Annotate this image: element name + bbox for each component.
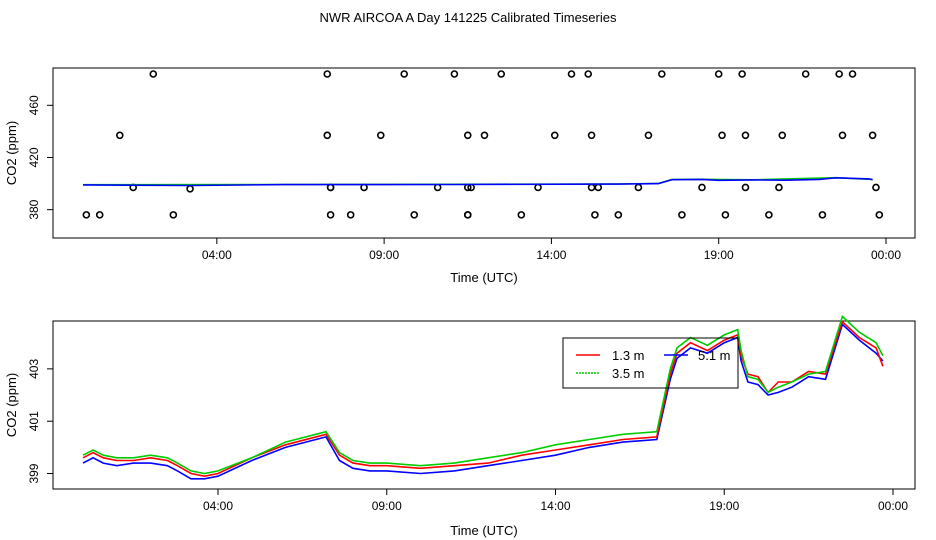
top-panel: 04:00 09:00 14:00 19:00 00:00 380 420 460 Time…	[4, 67, 916, 285]
legend-label-5-1m: 5.1 m	[698, 348, 731, 363]
top-x-tick-label: 00:00	[871, 248, 901, 262]
flag-point	[186, 184, 194, 193]
bottom-plot-frame	[52, 320, 916, 490]
flag-point	[848, 70, 857, 78]
flag-point	[778, 131, 787, 140]
bottom-series-lines	[82, 315, 884, 480]
top-series-line	[82, 176, 873, 187]
flag-point	[801, 70, 810, 78]
bottom-panel: 04:00 09:00 14:00 19:00 00:00 399 401 403 Time…	[4, 315, 916, 538]
flag-point	[835, 70, 843, 78]
bottom-x-axis-label: Time (UTC)	[450, 523, 517, 538]
flag-point	[584, 70, 593, 78]
flag-point	[534, 183, 542, 192]
flag-point	[550, 131, 559, 140]
flag-point	[497, 70, 506, 78]
flag-point	[698, 183, 706, 192]
flag-point	[868, 131, 877, 140]
bottom-x-tick-label: 00:00	[878, 499, 908, 513]
bottom-x-tick-label: 14:00	[540, 499, 570, 513]
flag-point	[591, 211, 599, 219]
bottom-x-tick-label: 19:00	[709, 499, 739, 513]
bottom-x-tick-label: 09:00	[372, 499, 402, 513]
flag-point	[433, 183, 442, 192]
bottom-y-axis-label: CO2 (ppm)	[4, 373, 19, 437]
flag-point	[376, 131, 385, 140]
flag-point	[741, 131, 750, 140]
flag-point	[323, 70, 332, 78]
flag-point	[818, 211, 827, 219]
flag-point	[738, 70, 746, 78]
bottom-y-tick-label: 401	[27, 411, 41, 431]
legend: 1.3 m 3.5 m 5.1 m	[562, 337, 739, 389]
top-series-lines	[82, 176, 873, 187]
flag-point	[323, 131, 332, 140]
top-y-tick-label: 460	[27, 95, 41, 115]
flag-point	[567, 70, 576, 78]
flag-point	[714, 70, 723, 78]
legend-box	[562, 337, 739, 389]
top-x-axis-label: Time (UTC)	[450, 270, 517, 285]
top-x-axis: 04:00 09:00 14:00 19:00 00:00	[202, 238, 901, 262]
flag-point	[741, 183, 750, 192]
flag-point	[634, 183, 643, 192]
flag-point	[360, 183, 368, 192]
flag-point	[594, 183, 603, 192]
bottom-y-tick-label: 399	[27, 463, 41, 483]
flag-point	[169, 211, 178, 219]
flag-point	[95, 211, 104, 219]
flag-point	[82, 211, 91, 219]
top-x-tick-label: 14:00	[536, 248, 566, 262]
flag-point	[116, 131, 124, 140]
flag-point	[875, 211, 884, 219]
top-y-axis-label: CO2 (ppm)	[4, 121, 19, 185]
series-line-3-5-m	[82, 315, 884, 475]
flag-point	[480, 131, 489, 140]
legend-label-1-3m: 1.3 m	[612, 348, 645, 363]
flag-point	[721, 211, 730, 219]
top-flag-points	[82, 70, 884, 219]
bottom-x-tick-label: 04:00	[203, 499, 233, 513]
flag-point	[775, 183, 783, 192]
flag-point	[400, 70, 409, 78]
top-x-tick-label: 19:00	[704, 248, 734, 262]
flag-point	[678, 211, 686, 219]
flag-point	[587, 131, 596, 140]
series-line-1-3-m	[82, 320, 884, 478]
chart-title: NWR AIRCOA A Day 141225 Calibrated Times…	[320, 10, 617, 25]
flag-point	[614, 211, 623, 219]
top-x-tick-label: 04:00	[202, 248, 232, 262]
flag-point	[450, 70, 459, 78]
bottom-x-axis: 04:00 09:00 14:00 19:00 00:00	[203, 489, 908, 513]
bottom-y-axis: 399 401 403	[27, 359, 53, 484]
flag-point	[463, 131, 472, 140]
top-y-tick-label: 420	[27, 147, 41, 167]
series-line-5-1-m	[82, 322, 884, 480]
flag-point	[410, 211, 419, 219]
top-plot-frame	[52, 67, 916, 239]
flag-point	[587, 183, 596, 192]
flag-point	[718, 131, 726, 140]
top-y-tick-label: 380	[27, 199, 41, 219]
flag-point	[517, 211, 526, 219]
flag-point	[326, 211, 335, 219]
top-x-tick-label: 09:00	[369, 248, 399, 262]
flag-point	[149, 70, 158, 78]
flag-point	[463, 211, 472, 219]
bottom-y-tick-label: 403	[27, 359, 41, 379]
flag-point	[658, 70, 666, 78]
legend-label-3-5m: 3.5 m	[612, 366, 645, 381]
flag-point	[644, 131, 653, 140]
flag-point	[765, 211, 773, 219]
top-y-axis: 380 420 460	[27, 95, 53, 220]
flag-point	[346, 211, 355, 219]
flag-point	[838, 131, 847, 140]
flag-point	[872, 183, 880, 192]
flag-point	[326, 183, 335, 192]
